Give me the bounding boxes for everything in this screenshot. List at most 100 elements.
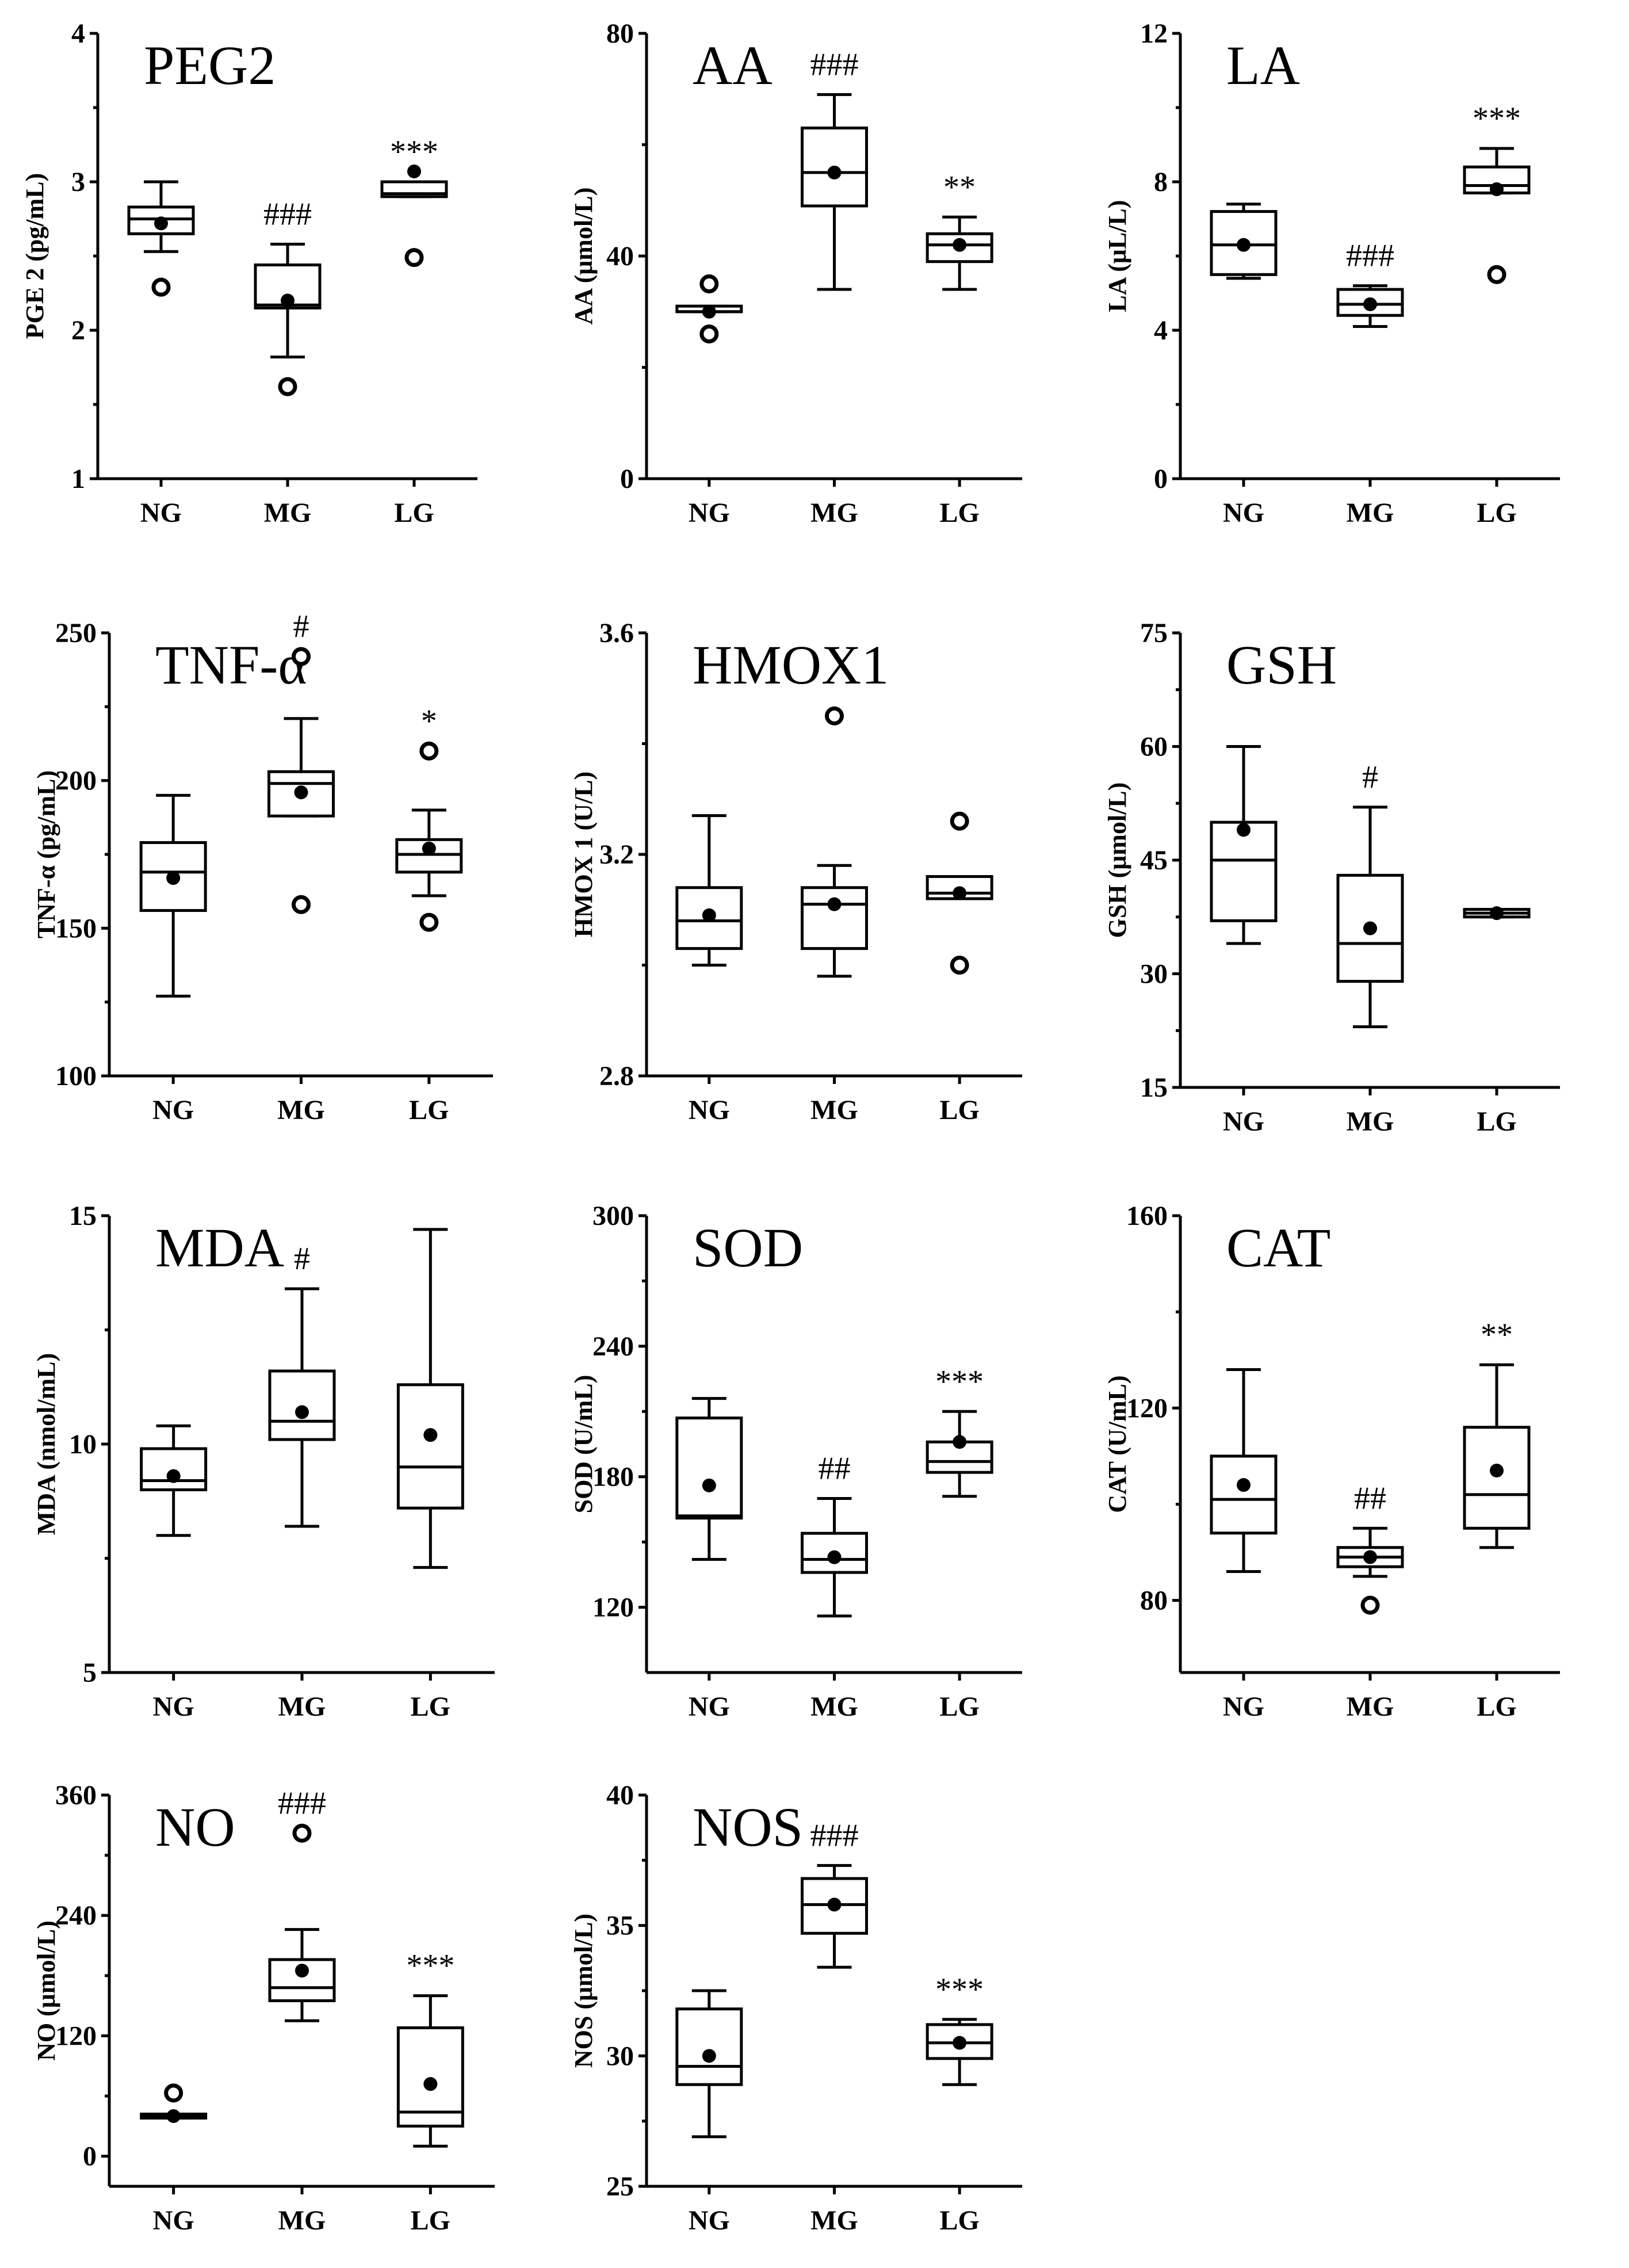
x-tick-label: LG (1477, 1106, 1516, 1137)
panel-nos: 25 30 35 40 NOS NOS (μmol/L) NG MG ### LG *** (569, 1780, 1022, 2236)
y-tick-label: 8 (1154, 167, 1168, 197)
y-tick-label: 2 (71, 315, 85, 346)
y-tick-label: 240 (55, 1900, 97, 1931)
mean-point (154, 216, 168, 231)
x-tick-label: MG (278, 2205, 326, 2236)
mean-point (1237, 1478, 1251, 1492)
y-tick-label: 0 (1154, 464, 1168, 494)
mean-point (1490, 1463, 1504, 1477)
mean-point (702, 2049, 716, 2063)
x-tick-label: LG (939, 498, 979, 528)
x-tick-label: LG (1477, 498, 1516, 528)
y-tick-label: 15 (69, 1201, 97, 1231)
panel-hmox1: 2.8 3.2 3.6 HMOX1 HMOX 1 (U/L) NG MG LG (569, 618, 1022, 1125)
mean-point (295, 1405, 309, 1419)
box-iqr (396, 1383, 464, 1510)
y-tick-label: 2.8 (599, 1061, 634, 1091)
panel-title: PEG2 (144, 35, 276, 96)
y-axis-label: NO (μmol/L) (32, 1920, 60, 2061)
mean-point (953, 1435, 967, 1449)
significance-marker: ### (810, 47, 859, 82)
x-tick-label: LG (939, 1692, 979, 1722)
panel-mda: 5 10 15 MDA MDA (nmol/mL) NG MG # LG (32, 1201, 495, 1722)
y-axis-label: GSH (μmol/L) (1103, 782, 1131, 938)
panel-title: MDA (155, 1217, 284, 1278)
y-tick-label: 10 (69, 1429, 97, 1460)
x-tick-label: NG (1223, 1692, 1264, 1722)
x-tick-label: MG (264, 498, 312, 528)
box-iqr (1210, 210, 1278, 276)
outlier-point (825, 706, 844, 726)
y-axis-label: HMOX 1 (U/L) (569, 772, 598, 937)
mean-point (295, 1964, 309, 1978)
mean-point (827, 1897, 842, 1912)
y-tick-label: 250 (55, 618, 97, 648)
panel-gsh: 15 30 45 60 75 GSH GSH (μmol/L) NG MG # LG (1103, 618, 1560, 1137)
y-tick-label: 40 (606, 1780, 634, 1811)
mean-point (422, 841, 436, 856)
significance-marker: *** (1473, 101, 1521, 136)
outlier-point (419, 912, 439, 932)
y-tick-label: 300 (592, 1201, 634, 1231)
x-tick-label: LG (411, 2205, 450, 2236)
box-iqr (1210, 820, 1278, 922)
outlier-point (292, 647, 311, 666)
outlier-point (151, 277, 171, 297)
panel-no: 0 120 240 360 NO NO (μmol/L) NG MG ### LG *** (32, 1780, 495, 2236)
mean-point (827, 897, 842, 911)
significance-marker: *** (935, 1364, 984, 1399)
x-tick-label: MG (810, 1095, 858, 1125)
y-tick-label: 80 (1140, 1586, 1168, 1616)
box-iqr (675, 2007, 743, 2086)
y-tick-label: 35 (606, 1911, 634, 1941)
y-tick-label: 80 (606, 18, 634, 49)
mean-point (423, 1428, 438, 1442)
mean-point (294, 785, 308, 800)
mean-point (1490, 906, 1504, 921)
y-tick-label: 200 (55, 766, 97, 796)
mean-point (1363, 921, 1377, 936)
y-tick-label: 45 (1140, 845, 1168, 876)
outlier-point (950, 811, 969, 831)
panel-title: LA (1226, 35, 1300, 96)
x-tick-label: NG (140, 498, 182, 528)
x-tick-label: MG (1347, 1106, 1394, 1137)
y-tick-label: 30 (1140, 959, 1168, 990)
mean-point (702, 908, 716, 922)
significance-marker: ## (819, 1451, 851, 1487)
y-tick-label: 25 (606, 2171, 634, 2202)
box-iqr (396, 2026, 464, 2128)
panel-la: 0 4 8 12 LA LA (μL/L) NG MG ### LG *** (1103, 18, 1560, 528)
outlier-point (1487, 265, 1506, 284)
mean-point (953, 2036, 967, 2050)
y-tick-label: 4 (1154, 315, 1168, 346)
y-tick-label: 60 (1140, 732, 1168, 762)
mean-point (702, 304, 716, 319)
panel-aa: 0 40 80 AA AA (μmol/L) NG MG ### LG ** (569, 18, 1022, 528)
y-tick-label: 100 (55, 1061, 97, 1091)
outlier-point (699, 274, 719, 293)
panel-title: GSH (1226, 634, 1337, 696)
y-axis-label: PGE 2 (pg/mL) (21, 173, 49, 339)
mean-point (166, 1469, 181, 1483)
panel-title: AA (693, 35, 773, 96)
y-tick-label: 40 (606, 241, 634, 272)
significance-marker: ## (1354, 1480, 1386, 1516)
mean-point (1363, 297, 1377, 311)
y-axis-label: MDA (nmol/mL) (32, 1353, 60, 1536)
x-tick-label: MG (810, 1692, 858, 1722)
x-tick-label: LG (394, 498, 434, 528)
x-tick-label: LG (411, 1692, 450, 1722)
mean-point (407, 164, 421, 178)
x-tick-label: LG (1477, 1692, 1516, 1722)
x-tick-label: NG (1223, 1106, 1264, 1137)
box-iqr (1463, 1426, 1531, 1530)
y-tick-label: 120 (55, 2021, 97, 2051)
x-tick-label: LG (409, 1095, 449, 1125)
mean-point (1237, 238, 1251, 252)
y-tick-label: 3.2 (599, 839, 634, 870)
mean-point (953, 238, 967, 252)
outlier-point (164, 2083, 183, 2103)
x-tick-label: MG (278, 1692, 326, 1722)
x-tick-label: MG (1347, 498, 1394, 528)
